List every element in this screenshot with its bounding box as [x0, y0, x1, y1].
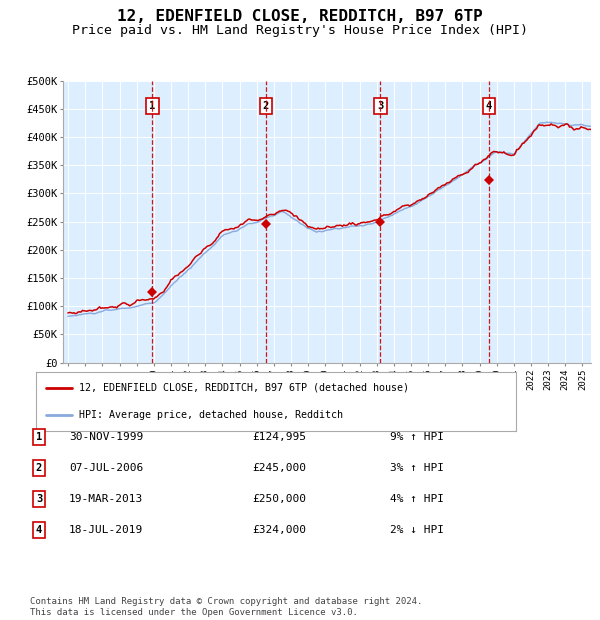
Text: 4% ↑ HPI: 4% ↑ HPI	[390, 494, 444, 504]
Text: £124,995: £124,995	[252, 432, 306, 442]
Text: £245,000: £245,000	[252, 463, 306, 473]
Text: £324,000: £324,000	[252, 525, 306, 535]
Text: 3: 3	[36, 494, 42, 504]
Text: 3: 3	[377, 101, 383, 111]
Text: 1: 1	[36, 432, 42, 442]
Text: 9% ↑ HPI: 9% ↑ HPI	[390, 432, 444, 442]
Text: 18-JUL-2019: 18-JUL-2019	[69, 525, 143, 535]
Text: 12, EDENFIELD CLOSE, REDDITCH, B97 6TP (detached house): 12, EDENFIELD CLOSE, REDDITCH, B97 6TP (…	[79, 383, 409, 393]
Text: 3% ↑ HPI: 3% ↑ HPI	[390, 463, 444, 473]
Text: 07-JUL-2006: 07-JUL-2006	[69, 463, 143, 473]
Text: 4: 4	[486, 101, 492, 111]
Text: Price paid vs. HM Land Registry's House Price Index (HPI): Price paid vs. HM Land Registry's House …	[72, 24, 528, 37]
Text: Contains HM Land Registry data © Crown copyright and database right 2024.
This d: Contains HM Land Registry data © Crown c…	[30, 598, 422, 617]
Text: 30-NOV-1999: 30-NOV-1999	[69, 432, 143, 442]
Text: 2% ↓ HPI: 2% ↓ HPI	[390, 525, 444, 535]
Text: HPI: Average price, detached house, Redditch: HPI: Average price, detached house, Redd…	[79, 410, 343, 420]
Text: 19-MAR-2013: 19-MAR-2013	[69, 494, 143, 504]
Text: 12, EDENFIELD CLOSE, REDDITCH, B97 6TP: 12, EDENFIELD CLOSE, REDDITCH, B97 6TP	[117, 9, 483, 24]
Text: £250,000: £250,000	[252, 494, 306, 504]
Text: 4: 4	[36, 525, 42, 535]
Text: 1: 1	[149, 101, 155, 111]
Text: 2: 2	[36, 463, 42, 473]
Text: 2: 2	[263, 101, 269, 111]
